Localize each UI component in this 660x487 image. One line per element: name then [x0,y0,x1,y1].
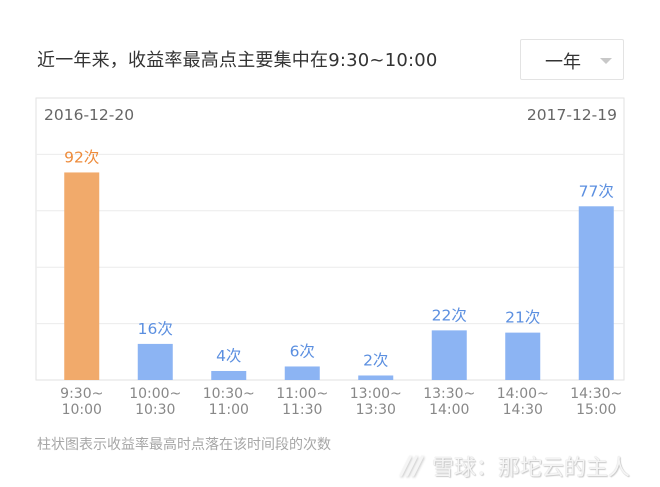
chart-headline: 近一年来，收益率最高点主要集中在9:30~10:00 [37,50,438,71]
plot-frame [35,97,625,381]
data-label: 2次 [363,351,388,369]
bar-chart: 2016-12-20 2017-12-19 92次 16次 4次 6次 2次 22次 21次… [35,97,625,418]
watermark: 雪球：那坨云的主人 [398,451,630,481]
data-label: 22次 [432,306,467,324]
x-tick-label: 9:30~ 10:00 [60,386,103,418]
x-tick-label: 13:30~ 14:00 [423,386,475,418]
bar [64,172,100,380]
bar [358,375,394,380]
snowball-logo-icon [399,455,424,477]
end-date-label: 2017-12-19 [527,106,617,124]
x-tick-label: 13:00~ 13:30 [350,386,402,418]
x-tick-label: 10:30~ 11:00 [203,386,255,418]
x-tick-label: 14:00~ 14:30 [497,386,549,418]
x-tick-label: 14:30~ 15:00 [570,386,622,418]
bar [211,370,247,380]
period-select[interactable]: 一年 [520,39,624,80]
watermark-text: 雪球：那坨云的主人 [432,456,631,481]
data-label: 21次 [505,309,540,327]
caret-down-icon [600,58,612,64]
x-tick-label: 10:00~ 10:30 [129,386,181,418]
data-label: 16次 [138,320,173,338]
data-label: 77次 [579,182,614,200]
x-tick-label: 11:00~ 11:30 [276,386,328,418]
data-label: 4次 [216,347,241,365]
bar [505,332,541,380]
data-label: 6次 [290,342,315,360]
bar [284,366,320,380]
bar [431,330,467,380]
start-date-label: 2016-12-20 [44,106,134,124]
period-select-value: 一年 [545,52,581,73]
data-label: 92次 [64,148,99,166]
chart-caption: 柱状图表示收益率最高时点落在该时间段的次数 [37,437,331,453]
bar [578,206,614,380]
bar [137,343,173,380]
